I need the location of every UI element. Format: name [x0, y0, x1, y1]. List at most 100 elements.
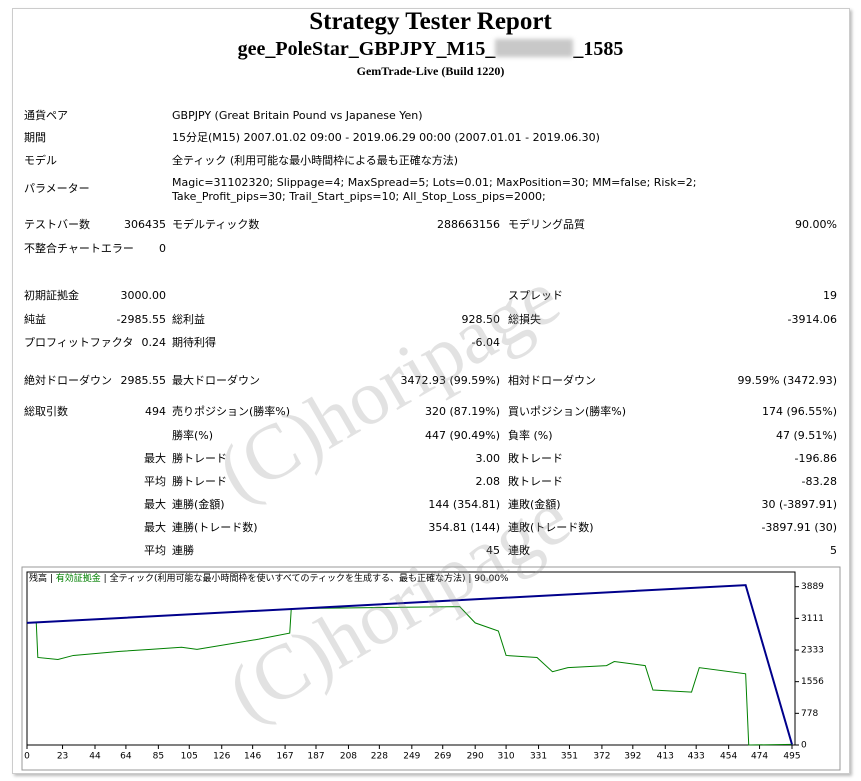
stat-value: 3.00 [475, 452, 501, 465]
x-tick-label: 44 [89, 752, 101, 762]
plot-area [26, 571, 796, 746]
legend: 残高 | 有効証拠金 | 全ティック(利用可能な最小時間枠を使いすべてのティック… [29, 572, 509, 584]
stat-label: テストバー数 [24, 218, 90, 231]
legend-entry: 残高 [29, 572, 47, 584]
stat-label: モデルティック数 [172, 218, 260, 231]
stat-value: 354.81 (144) [428, 521, 500, 534]
y-tick-label: 3889 [801, 582, 824, 592]
x-tick-label: 454 [720, 752, 737, 762]
x-tick-label: 269 [434, 752, 451, 762]
stat-label: 純益 [24, 313, 46, 326]
legend-separator: | [101, 574, 110, 584]
stat-label: 敗トレード [508, 452, 563, 465]
legend-note: 全ティック(利用可能な最小時間枠を使いすべてのティックを生成する、最も正確な方法… [110, 572, 466, 584]
stat-value: 306435 [124, 218, 166, 231]
stat-value: 2985.55 [120, 374, 167, 387]
stat-value: 144 (354.81) [428, 498, 500, 511]
stat-value: 0 [159, 242, 166, 255]
x-tick-label: 64 [120, 752, 132, 762]
stat-value: -196.86 [794, 452, 837, 465]
stat-value: 288663156 [437, 218, 500, 231]
stat-label: 勝率(%) [172, 429, 214, 442]
y-tick-label: 778 [801, 709, 818, 719]
stat-label: 連敗(トレード数) [508, 521, 594, 534]
legend-separator: | [47, 574, 56, 584]
blurred-text [495, 39, 574, 57]
stat-label: 連敗(金額) [508, 498, 561, 511]
stat-value: 最大 [144, 452, 166, 465]
stat-label: 初期証拠金 [24, 289, 79, 302]
stat-value: 45 [486, 544, 500, 557]
x-tick-label: 0 [24, 752, 30, 762]
report-title: Strategy Tester Report [309, 8, 552, 35]
stat-label: 最大ドローダウン [172, 374, 260, 387]
stat-label: 総取引数 [24, 405, 68, 418]
build-info: GemTrade-Live (Build 1220) [356, 64, 505, 78]
legend-separator: | [466, 574, 475, 584]
x-tick-label: 105 [181, 752, 198, 762]
stat-label: 連勝(トレード数) [172, 521, 258, 534]
stat-value: 平均 [144, 475, 166, 488]
stat-label: 負率 (%) [508, 429, 553, 442]
stat-value: 320 (87.19%) [424, 405, 500, 418]
stat-label: モデリング品質 [508, 218, 585, 231]
stat-value: 3472.93 (99.59%) [400, 374, 500, 387]
x-tick-label: 187 [307, 752, 324, 762]
y-tick-label: 2333 [801, 646, 824, 656]
report-subtitle: gee_PoleStar_GBPJPY_M15_ _1585 [0, 38, 861, 61]
legend-entry: 有効証拠金 [56, 572, 101, 584]
stat-label: 連勝(金額) [172, 498, 225, 511]
stat-value: -3897.91 (30) [761, 521, 837, 534]
x-tick-label: 351 [561, 752, 578, 762]
info-value: Magic=31102320; Slippage=4; MaxSpread=5;… [172, 176, 697, 203]
y-tick-label: 0 [801, 741, 807, 751]
stat-value: -83.28 [801, 475, 837, 488]
stat-value: 2.08 [475, 475, 501, 488]
stat-label: 総損失 [508, 313, 541, 326]
info-value: GBPJPY (Great Britain Pound vs Japanese … [172, 109, 423, 122]
stat-label: 買いポジション(勝率%) [508, 405, 627, 418]
subtitle-suffix: _1585 [573, 38, 624, 60]
stat-label: 相対ドローダウン [508, 374, 596, 387]
x-tick-label: 228 [371, 752, 388, 762]
stat-value: -3914.06 [787, 313, 837, 326]
subtitle-prefix: gee_PoleStar_GBPJPY_M15_ [237, 38, 496, 60]
stat-value: 最大 [144, 498, 166, 511]
stat-label: 勝トレード [172, 452, 227, 465]
x-tick-label: 85 [153, 752, 164, 762]
x-tick-label: 126 [213, 752, 230, 762]
x-tick-label: 413 [657, 752, 674, 762]
stat-label: 勝トレード [172, 475, 227, 488]
x-tick-label: 167 [276, 752, 293, 762]
stat-value: 0.24 [141, 336, 167, 349]
y-tick-label: 3111 [801, 614, 824, 624]
x-tick-label: 433 [688, 752, 705, 762]
x-tick-label: 392 [624, 752, 641, 762]
y-tick-label: 1556 [801, 677, 824, 687]
stat-value: -2985.55 [116, 313, 166, 326]
x-tick-label: 290 [467, 752, 484, 762]
stat-value: 19 [823, 289, 837, 302]
stat-label: 絶対ドローダウン [24, 374, 112, 387]
stat-label: 連勝 [172, 544, 194, 557]
series-line [27, 606, 793, 746]
stat-label: スプレッド [508, 289, 563, 302]
info-value: 全ティック (利用可能な最小時間枠による最も正確な方法) [172, 154, 459, 167]
stat-value: 最大 [144, 521, 166, 534]
x-tick-label: 372 [593, 752, 610, 762]
stat-label: 期待利得 [172, 336, 216, 349]
x-tick-label: 249 [403, 752, 420, 762]
stat-value: 平均 [144, 544, 166, 557]
x-tick-label: 331 [530, 752, 547, 762]
x-tick-label: 146 [244, 752, 261, 762]
x-tick-label: 23 [57, 752, 68, 762]
stat-value: 494 [145, 405, 166, 418]
stat-label: 連敗 [508, 544, 530, 557]
stat-value: 174 (96.55%) [761, 405, 837, 418]
stat-value: 47 (9.51%) [775, 429, 837, 442]
stat-label: プロフィットファクタ [24, 336, 134, 349]
info-label: 通貨ペア [24, 109, 68, 122]
stat-label: 敗トレード [508, 475, 563, 488]
